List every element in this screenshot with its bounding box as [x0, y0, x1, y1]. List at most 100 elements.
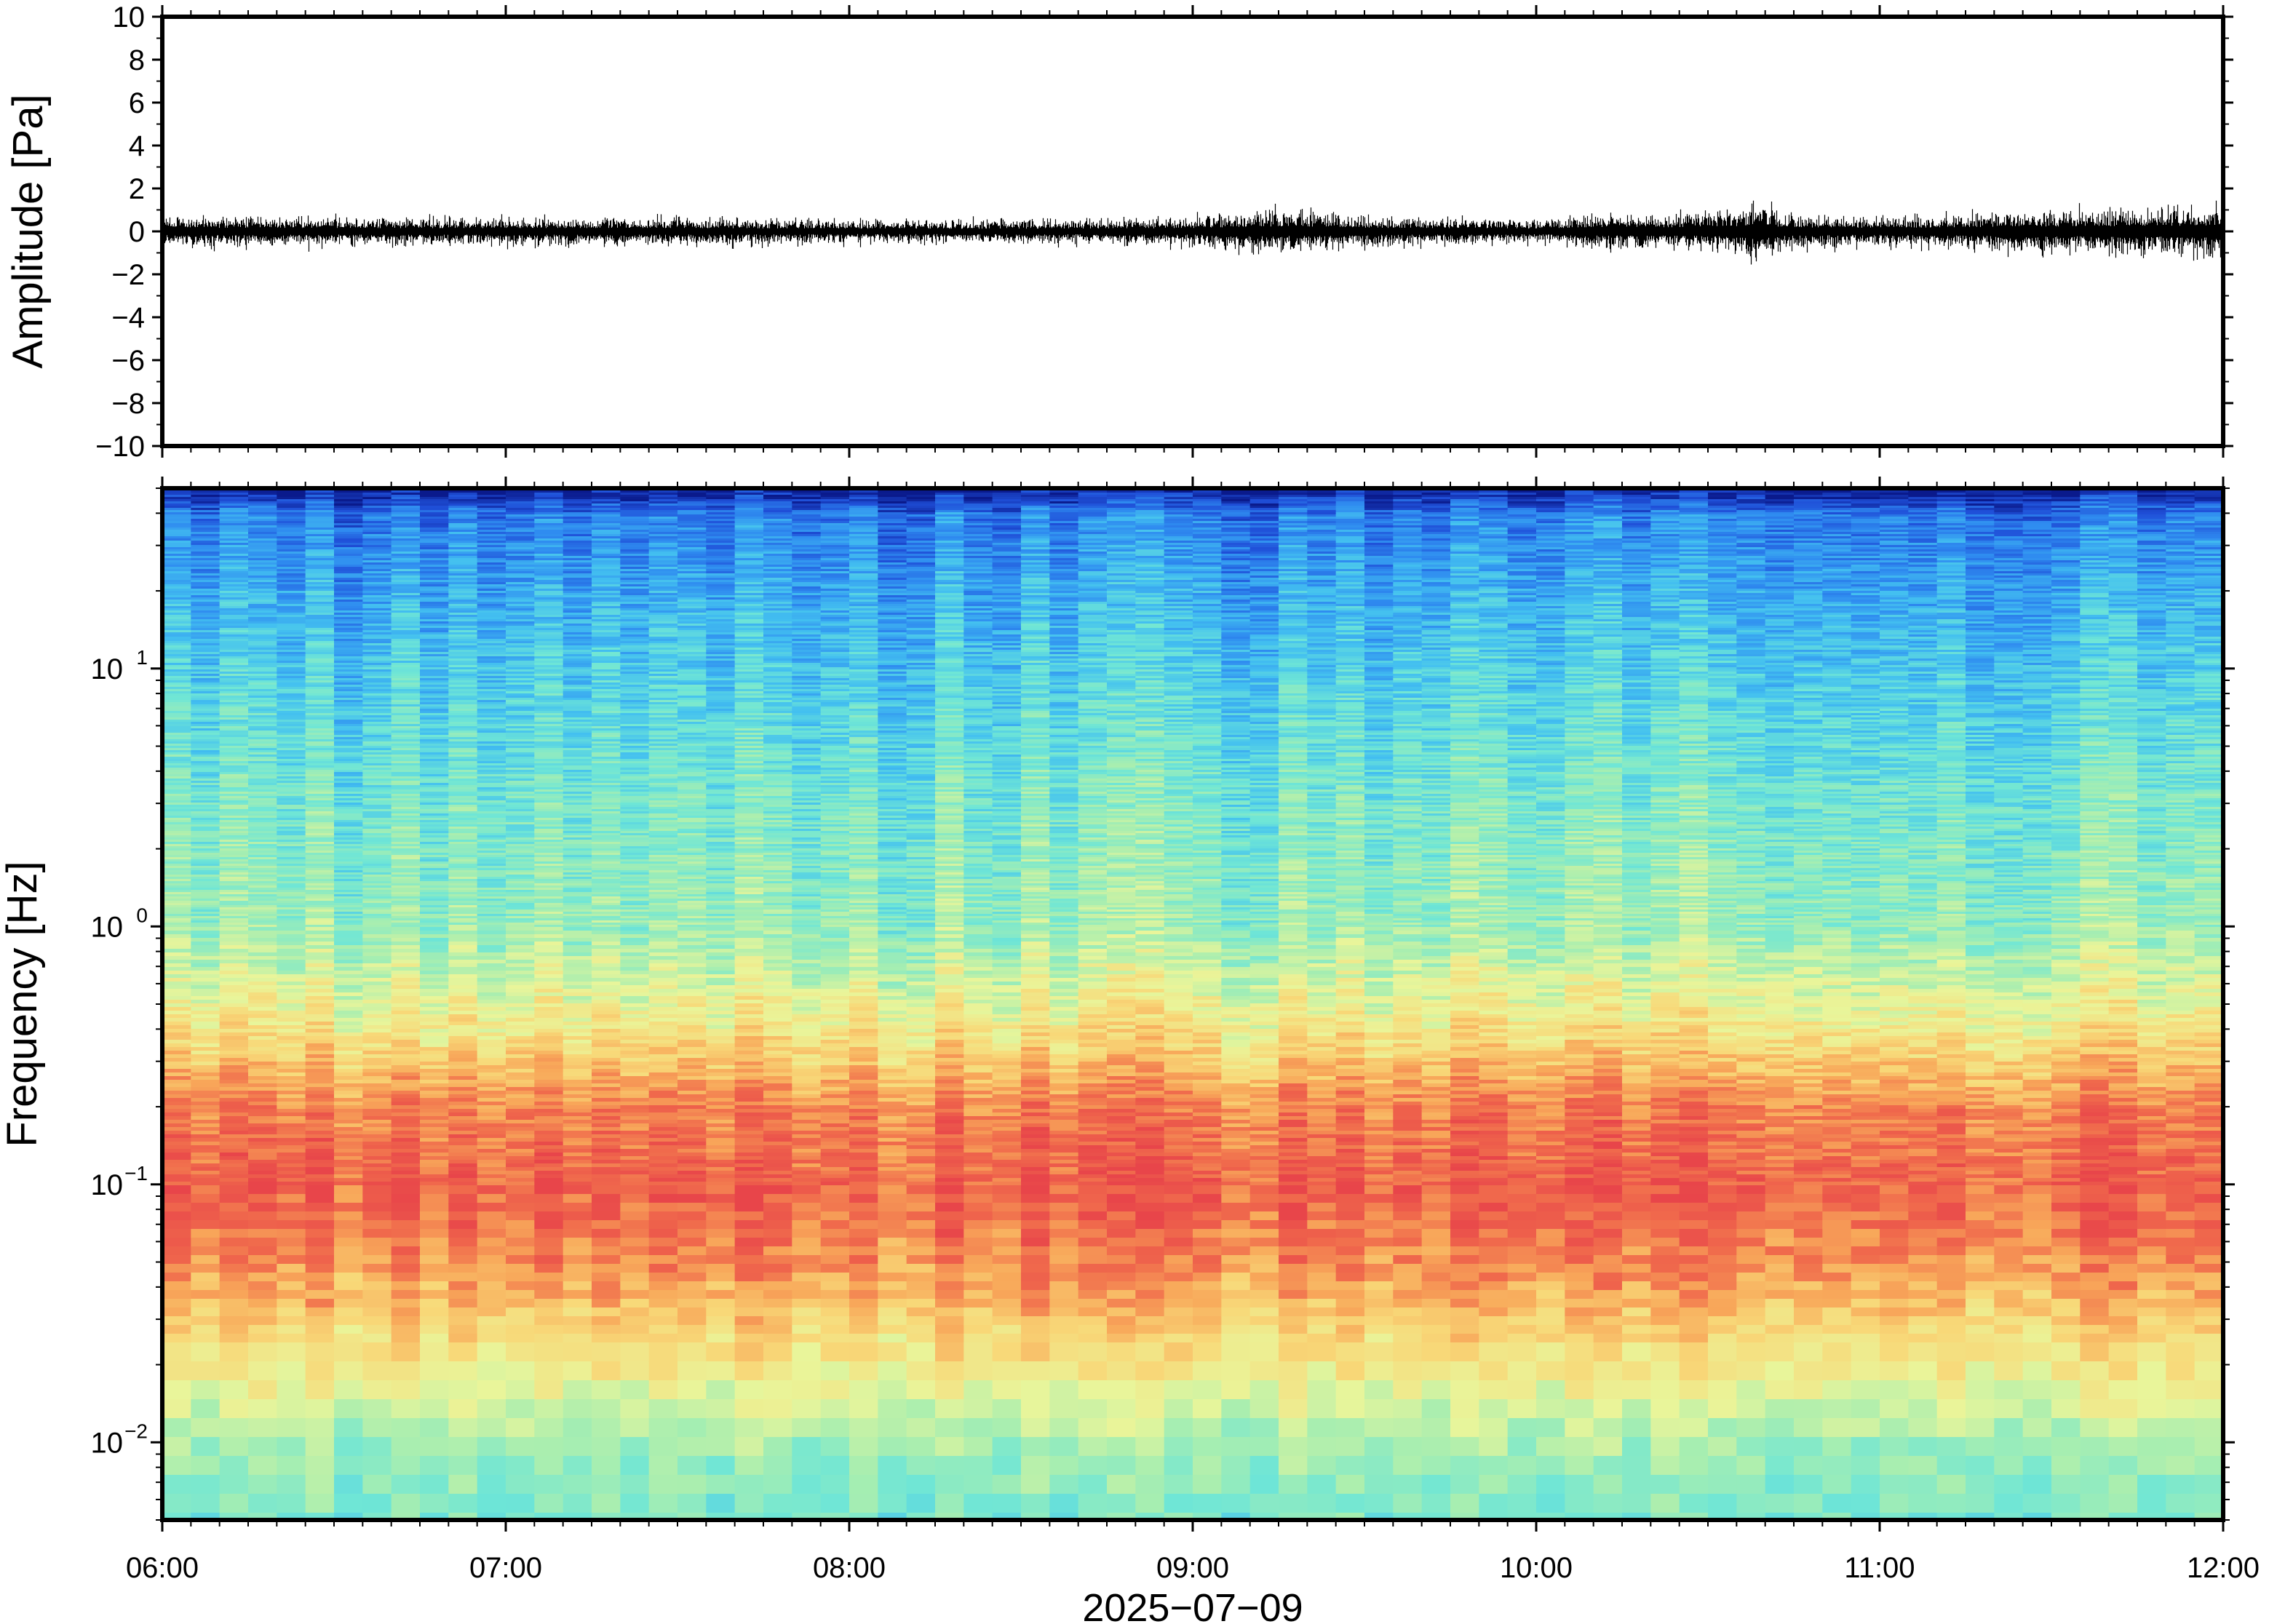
- spectrogram-cell: [219, 1264, 249, 1273]
- spectrogram-cell: [391, 1054, 421, 1059]
- spectrogram-cell: [219, 879, 249, 882]
- spectrogram-cell: [334, 1246, 363, 1256]
- spectrogram-cell: [277, 1058, 306, 1062]
- spectrogram-cell: [534, 800, 564, 803]
- spectrogram-cell: [420, 1307, 449, 1317]
- spectrogram-cell: [334, 952, 363, 957]
- spectrogram-cell: [219, 1494, 249, 1513]
- spectrogram-cell: [162, 783, 191, 786]
- spectrogram-cell: [277, 1380, 306, 1400]
- spectrogram-cell: [162, 1011, 191, 1015]
- spectrogram-cell: [362, 541, 392, 544]
- spectrogram-cell: [506, 1054, 535, 1059]
- spectrogram-cell: [506, 1475, 535, 1494]
- spectrogram-cell: [592, 576, 621, 578]
- spectrogram-cell: [305, 1051, 335, 1055]
- spectrogram-cell: [448, 1054, 478, 1059]
- spectrogram-cell: [420, 554, 449, 557]
- spectrogram-cell: [162, 905, 191, 908]
- spectrogram-cell: [534, 549, 564, 552]
- spectrogram-cell: [592, 698, 621, 701]
- spectrogram-cell: [506, 1091, 535, 1095]
- spectrogram-cell: [219, 1062, 249, 1066]
- spectrogram-cell: [534, 881, 564, 884]
- spectrogram-cell: [219, 1091, 249, 1095]
- spectrogram-cell: [420, 1171, 449, 1175]
- spectrogram-cell: [563, 1281, 592, 1291]
- spectrogram-cell: [334, 652, 363, 655]
- spectrogram-cell: [277, 545, 306, 548]
- spectrogram-cell: [534, 851, 564, 853]
- spectrogram-cell: [248, 1156, 277, 1161]
- spectrogram-cell: [563, 925, 592, 928]
- spectrogram-cell: [248, 698, 277, 701]
- spectrogram-cell: [162, 595, 191, 598]
- spectrogram-cell: [563, 552, 592, 554]
- spectrogram-cell: [592, 493, 621, 495]
- spectrogram-cell: [362, 938, 392, 942]
- spectrogram-cell: [420, 1316, 449, 1326]
- spectrogram-cell: [305, 846, 335, 849]
- spectrogram-cell: [277, 499, 306, 502]
- spectrogram-cell: [305, 1087, 335, 1091]
- spectrogram-cell: [592, 837, 621, 840]
- spectrogram-cell: [563, 1307, 592, 1317]
- spectrogram-cell: [219, 952, 249, 957]
- spectrogram-cell: [191, 861, 220, 864]
- spectrogram-cell: [219, 499, 249, 502]
- spectrogram-cell: [219, 912, 249, 915]
- spectrogram-cell: [592, 1123, 621, 1128]
- spectrogram-cell: [592, 750, 621, 753]
- spectrogram-cell: [534, 663, 564, 666]
- spectrogram-cell: [563, 693, 592, 696]
- spectrogram-cell: [334, 567, 363, 570]
- spectrogram-cell: [563, 1160, 592, 1164]
- spectrogram-cell: [334, 923, 363, 926]
- spectrogram-cell: [592, 859, 621, 862]
- spectrogram-cell: [448, 569, 478, 572]
- spectrogram-cell: [477, 1065, 506, 1070]
- spectrogram-cell: [191, 735, 220, 738]
- spectrogram-cell: [362, 768, 392, 771]
- spectrogram-cell: [563, 658, 592, 661]
- spectrogram-cell: [534, 678, 564, 681]
- spectrogram-cell: [305, 1238, 335, 1247]
- spectrogram-cell: [448, 1229, 478, 1238]
- spectrogram-cell: [563, 722, 592, 725]
- spectrogram-cell: [162, 781, 191, 784]
- spectrogram-cell: [277, 665, 306, 668]
- spectrogram-cell: [219, 739, 249, 742]
- spectrogram-cell: [420, 1127, 449, 1131]
- spectrogram-cell: [191, 1018, 220, 1022]
- spectrogram-cell: [506, 641, 535, 644]
- spectrogram-cell: [191, 1361, 220, 1381]
- spectrogram-cell: [420, 846, 449, 849]
- spectrogram-cell: [420, 678, 449, 681]
- spectrogram-cell: [277, 800, 306, 803]
- spectrogram-cell: [362, 1178, 392, 1182]
- spectrogram-cell: [391, 792, 421, 795]
- spectrogram-cell: [391, 779, 421, 781]
- spectrogram-cell: [191, 669, 220, 672]
- spectrogram-cell: [219, 1456, 249, 1476]
- spectrogram-cell: [391, 960, 421, 964]
- spectrogram-cell: [391, 720, 421, 723]
- spectrogram-cell: [277, 901, 306, 904]
- spectrogram-cell: [420, 1138, 449, 1142]
- spectrogram-cell: [162, 645, 191, 648]
- spectrogram-cell: [162, 916, 191, 919]
- spectrogram-cell: [592, 927, 621, 931]
- spectrogram-cell: [277, 530, 306, 533]
- spectrogram-cell: [448, 521, 478, 524]
- spectrogram-cell: [362, 1494, 392, 1513]
- spectrogram-cell: [448, 827, 478, 829]
- spectrogram-cell: [305, 706, 335, 709]
- spectrogram-cell: [534, 885, 564, 888]
- spectrogram-cell: [219, 545, 249, 548]
- spectrogram-cell: [362, 820, 392, 823]
- spectrogram-cell: [305, 820, 335, 823]
- spectrogram-cell: [391, 746, 421, 749]
- spectrogram-cell: [362, 517, 392, 520]
- spectrogram-cell: [277, 648, 306, 650]
- spectrogram-cell: [334, 534, 363, 537]
